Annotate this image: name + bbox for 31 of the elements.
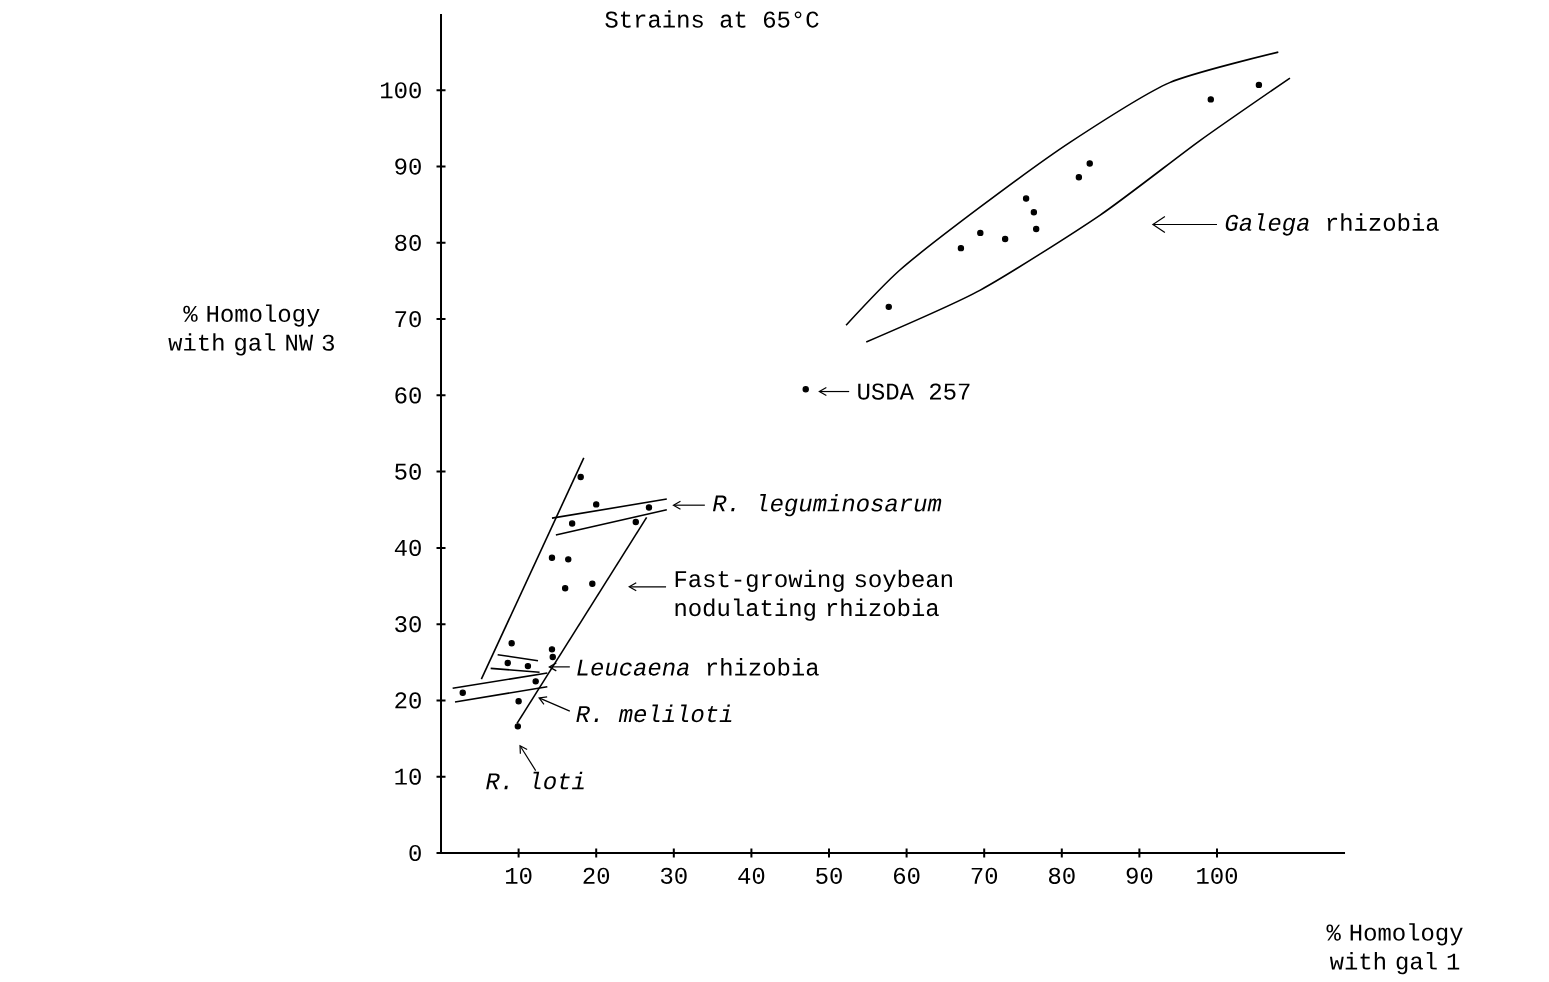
y-axis-title: % Homology with gal NW 3 (168, 304, 334, 356)
annotation: USDA 257 (858, 383, 970, 400)
annotation: Fast-growing soybean nodulating rhizobia (675, 569, 952, 621)
annotation: Leucaena rhizobia (577, 657, 819, 676)
x-tick-label: 30 (660, 867, 687, 884)
y-tick-label: 20 (395, 692, 421, 709)
annotation: R. loti (486, 771, 584, 790)
x-tick-label: 60 (894, 867, 920, 884)
annotation: Galega rhizobia (1225, 213, 1439, 236)
y-tick-label: 100 (381, 82, 421, 99)
y-tick-label: 30 (395, 615, 421, 633)
x-tick-label: 90 (1126, 867, 1153, 884)
chart-title: Strains at 65°C (605, 10, 819, 28)
y-tick-label: 70 (395, 310, 421, 328)
y-tick-label: 80 (395, 234, 421, 251)
y-tick-label: 50 (395, 463, 421, 480)
x-tick-label: 70 (971, 867, 998, 884)
x-tick-label: 10 (506, 867, 532, 884)
x-tick-label: 50 (816, 867, 842, 884)
y-tick-label: 0 (409, 844, 421, 861)
y-tick-label: 10 (395, 768, 421, 785)
y-tick-label: 40 (394, 539, 421, 556)
x-tick-label: 20 (583, 867, 610, 884)
annotation: R. leguminosarum (712, 493, 942, 517)
y-tick-label: 60 (395, 387, 421, 404)
x-tick-label: 40 (738, 867, 765, 884)
x-tick-label: 100 (1197, 867, 1238, 884)
x-tick-label: 80 (1049, 867, 1075, 884)
y-tick-label: 90 (395, 158, 421, 175)
x-axis-title: % Homology with gal 1 (1326, 923, 1463, 975)
annotation: R. meliloti (576, 704, 732, 723)
